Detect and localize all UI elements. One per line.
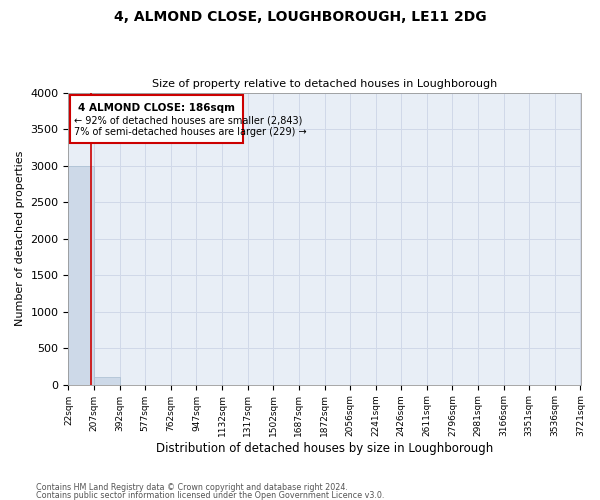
Bar (70, 96, 242, 143)
Text: 4, ALMOND CLOSE, LOUGHBOROUGH, LE11 2DG: 4, ALMOND CLOSE, LOUGHBOROUGH, LE11 2DG (113, 10, 487, 24)
X-axis label: Distribution of detached houses by size in Loughborough: Distribution of detached houses by size … (156, 442, 493, 455)
Bar (68, 166, 94, 384)
Bar (94, 378, 119, 384)
Title: Size of property relative to detached houses in Loughborough: Size of property relative to detached ho… (152, 79, 497, 89)
Y-axis label: Number of detached properties: Number of detached properties (15, 151, 25, 326)
Text: 7% of semi-detached houses are larger (229) →: 7% of semi-detached houses are larger (2… (74, 127, 306, 137)
Text: ← 92% of detached houses are smaller (2,843): ← 92% of detached houses are smaller (2,… (74, 115, 302, 125)
Text: Contains HM Land Registry data © Crown copyright and database right 2024.: Contains HM Land Registry data © Crown c… (36, 484, 348, 492)
Text: Contains public sector information licensed under the Open Government Licence v3: Contains public sector information licen… (36, 490, 385, 500)
Text: 4 ALMOND CLOSE: 186sqm: 4 ALMOND CLOSE: 186sqm (77, 103, 235, 113)
